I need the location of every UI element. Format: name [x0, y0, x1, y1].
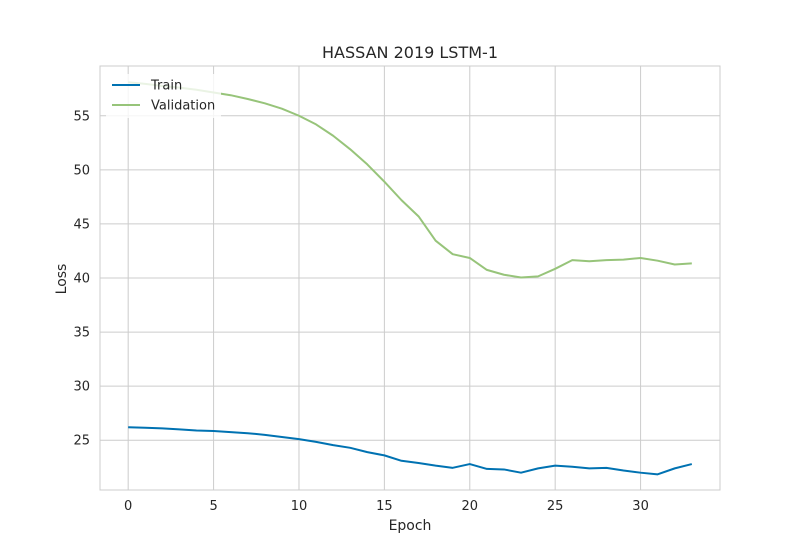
y-axis-label: Loss: [54, 264, 70, 295]
legend-label-train: Train: [150, 79, 182, 94]
x-tick-label: 5: [209, 499, 217, 514]
y-tick-labels: 25 30 35 40 45 50 55: [73, 109, 90, 448]
x-tick-label: 30: [632, 499, 649, 514]
chart-title: HASSAN 2019 LSTM-1: [322, 43, 498, 62]
series-line-train: [128, 426, 693, 476]
y-tick-label: 55: [73, 109, 90, 124]
y-tick-label: 35: [73, 326, 90, 341]
x-axis-label: Epoch: [389, 518, 432, 534]
series-line-validation: [128, 81, 692, 279]
legend-label-validation: Validation: [151, 99, 215, 114]
series-lines: [128, 81, 693, 476]
x-tick-label: 15: [376, 499, 393, 514]
x-tick-label: 0: [124, 499, 132, 514]
y-tick-label: 40: [73, 272, 90, 287]
x-tick-label: 10: [291, 499, 308, 514]
y-tick-label: 50: [73, 163, 90, 178]
x-tick-label: 20: [462, 499, 479, 514]
y-tick-label: 45: [73, 217, 90, 232]
y-tick-label: 25: [73, 434, 90, 449]
x-tick-label: 25: [547, 499, 564, 514]
y-tick-label: 30: [73, 380, 90, 395]
legend: Train Validation: [106, 74, 221, 118]
x-tick-labels: 0 5 10 15 20 25 30: [124, 499, 649, 514]
legend-box: [106, 74, 221, 118]
